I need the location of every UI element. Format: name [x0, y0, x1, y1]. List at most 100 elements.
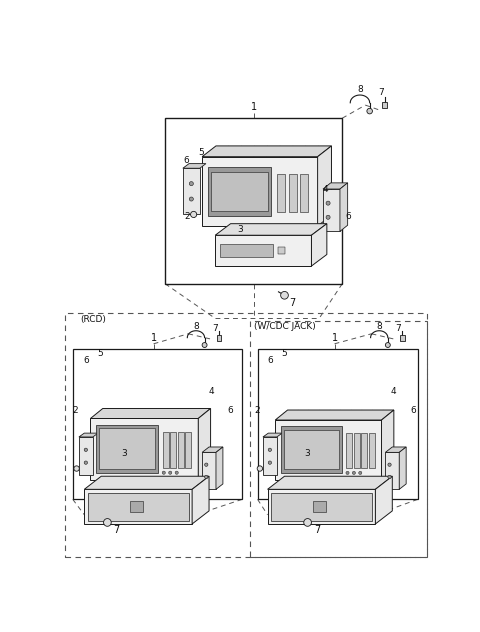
Polygon shape: [399, 447, 406, 489]
Circle shape: [189, 197, 193, 201]
Bar: [65, 313, 427, 557]
Text: 6: 6: [83, 356, 89, 365]
Bar: [87, 493, 189, 521]
Bar: [208, 167, 271, 216]
Circle shape: [359, 471, 362, 475]
Circle shape: [191, 211, 197, 217]
Bar: [267, 489, 375, 524]
Bar: [73, 349, 242, 499]
Bar: [211, 172, 268, 210]
Bar: [185, 432, 191, 468]
Bar: [217, 335, 221, 341]
Text: 8: 8: [357, 85, 363, 94]
Circle shape: [168, 471, 172, 474]
Text: 5: 5: [282, 348, 288, 358]
Circle shape: [74, 466, 79, 471]
Polygon shape: [90, 408, 211, 418]
Text: 7: 7: [113, 525, 120, 535]
Bar: [300, 174, 308, 212]
Bar: [289, 174, 297, 212]
Polygon shape: [382, 410, 394, 480]
Circle shape: [189, 181, 193, 186]
Text: 2: 2: [185, 212, 190, 221]
Bar: [96, 425, 158, 473]
Text: 8: 8: [193, 322, 199, 331]
Text: 1: 1: [251, 102, 257, 112]
Polygon shape: [192, 477, 209, 524]
Text: 6: 6: [346, 212, 351, 221]
Text: 3: 3: [238, 226, 243, 234]
Text: 2: 2: [254, 406, 260, 415]
Polygon shape: [385, 447, 406, 453]
Circle shape: [388, 475, 391, 478]
Bar: [313, 501, 326, 512]
Bar: [278, 247, 286, 254]
Text: 4: 4: [391, 387, 396, 396]
Bar: [347, 434, 352, 468]
Polygon shape: [215, 224, 327, 235]
Bar: [275, 420, 382, 480]
Circle shape: [162, 471, 166, 474]
Bar: [385, 453, 399, 489]
Circle shape: [204, 475, 208, 478]
Bar: [178, 432, 184, 468]
Circle shape: [352, 471, 356, 475]
Circle shape: [304, 519, 312, 526]
Bar: [354, 434, 360, 468]
Circle shape: [204, 463, 208, 466]
Text: 6: 6: [268, 356, 274, 365]
Bar: [281, 426, 342, 473]
Polygon shape: [216, 447, 223, 489]
Bar: [165, 118, 342, 284]
Text: 7: 7: [314, 525, 320, 535]
Bar: [202, 453, 216, 489]
Text: 7: 7: [378, 88, 384, 97]
Circle shape: [84, 448, 87, 451]
Polygon shape: [375, 477, 392, 524]
Bar: [361, 434, 367, 468]
Text: 2: 2: [72, 406, 78, 415]
Text: 1: 1: [151, 332, 156, 343]
Text: 7: 7: [396, 324, 401, 333]
Polygon shape: [323, 183, 348, 189]
Polygon shape: [318, 146, 332, 226]
Text: 3: 3: [305, 449, 311, 458]
Bar: [183, 168, 200, 214]
Bar: [400, 335, 405, 341]
Bar: [220, 245, 273, 257]
Polygon shape: [267, 477, 392, 489]
Polygon shape: [84, 477, 209, 489]
Bar: [99, 428, 155, 469]
Polygon shape: [183, 164, 206, 168]
Bar: [170, 432, 176, 468]
Polygon shape: [263, 433, 282, 437]
Bar: [258, 349, 418, 499]
Bar: [323, 189, 340, 231]
Bar: [130, 501, 143, 512]
Text: 7: 7: [212, 324, 218, 333]
Circle shape: [257, 466, 263, 471]
Bar: [263, 437, 277, 475]
Polygon shape: [312, 224, 327, 266]
Bar: [202, 157, 318, 226]
Polygon shape: [202, 146, 332, 157]
Polygon shape: [340, 183, 348, 231]
Bar: [90, 418, 198, 480]
Text: 3: 3: [121, 449, 127, 458]
Circle shape: [84, 461, 87, 465]
Text: 4: 4: [323, 185, 328, 194]
Circle shape: [388, 463, 391, 466]
Bar: [163, 432, 168, 468]
Text: (RCD): (RCD): [81, 315, 107, 324]
Bar: [271, 493, 372, 521]
Circle shape: [385, 343, 390, 348]
Circle shape: [281, 291, 288, 299]
Circle shape: [367, 108, 372, 114]
Text: (W/CDC JACK): (W/CDC JACK): [254, 322, 315, 331]
Text: 6: 6: [228, 406, 233, 415]
Bar: [369, 434, 374, 468]
Circle shape: [202, 343, 207, 348]
Text: 4: 4: [208, 387, 214, 396]
Circle shape: [346, 471, 349, 475]
Text: 8: 8: [376, 322, 382, 331]
